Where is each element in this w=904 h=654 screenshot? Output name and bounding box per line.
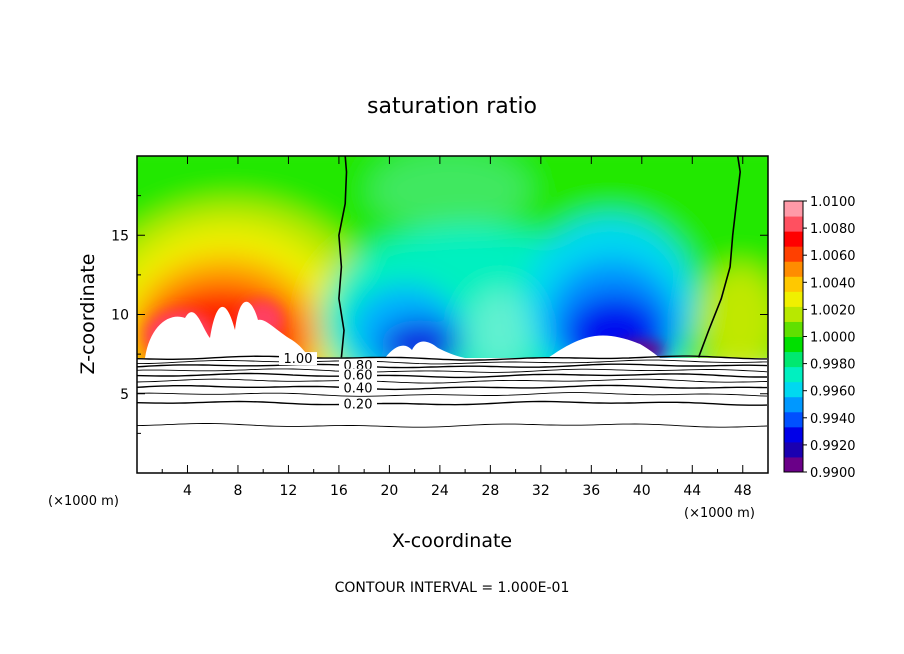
colorbar-label: 1.0100 <box>810 195 856 210</box>
contour-line <box>137 372 767 379</box>
chart-title: saturation ratio <box>367 94 537 119</box>
contour-line <box>137 378 768 384</box>
contour-interval-note: CONTOUR INTERVAL = 1.000E-01 <box>335 580 570 596</box>
contour-line <box>137 368 768 373</box>
x-unit-label-left: (×1000 m) <box>48 494 119 509</box>
saturation-one-contour <box>697 156 742 358</box>
colorbar-swatch <box>784 261 803 277</box>
x-tick-label: 20 <box>380 483 398 499</box>
contour-line <box>137 355 767 361</box>
x-unit-label-right: (×1000 m) <box>684 506 755 521</box>
colorbar-swatch <box>784 291 803 307</box>
colorbar-label: 0.9900 <box>810 466 856 481</box>
contour-line <box>137 423 768 428</box>
saturation-one-contour <box>338 156 348 358</box>
contour-label: 0.20 <box>344 397 373 412</box>
colorbar-label: 0.9940 <box>810 412 856 427</box>
contour-label: 0.40 <box>344 381 373 396</box>
colorbar-label: 1.0000 <box>810 331 856 346</box>
colorbar-label: 1.0020 <box>810 303 856 318</box>
colorbar-swatch <box>784 396 803 413</box>
colorbar-label: 0.9920 <box>810 439 856 454</box>
colorbar-swatch <box>784 216 803 232</box>
colorbar-label: 0.9960 <box>810 385 856 400</box>
x-tick-label: 48 <box>734 483 752 499</box>
x-tick-label: 12 <box>280 483 298 499</box>
contour-line <box>137 392 768 397</box>
y-axis-ticks: 5 10 15 <box>111 195 768 434</box>
colorbar-swatch <box>784 321 803 337</box>
contour-line <box>137 384 768 391</box>
x-tick-label: 8 <box>233 483 242 499</box>
colorbar-swatch <box>784 351 803 368</box>
colorbar: 1.0100 1.0080 1.0060 1.0040 1.0020 1.0000 0.99… <box>783 195 856 481</box>
colorbar-swatch <box>784 411 803 428</box>
contour-label-bg <box>339 368 377 382</box>
contour-label-bg <box>339 397 377 411</box>
saturation-field <box>137 156 768 473</box>
colorbar-swatch <box>784 441 803 458</box>
x-axis-ticks: 4 8 12 16 20 24 28 32 36 40 44 48 <box>161 156 752 499</box>
colorbar-label: 0.9980 <box>810 358 856 373</box>
colorbar-swatch <box>784 306 803 322</box>
x-tick-label: 40 <box>633 483 651 499</box>
colorbar-swatch <box>784 366 803 383</box>
contour-line <box>137 400 768 406</box>
colorbar-swatch <box>784 381 803 398</box>
y-tick-label: 15 <box>111 228 129 244</box>
colorbar-swatch <box>784 336 803 353</box>
x-tick-label: 36 <box>582 483 600 499</box>
x-tick-label: 28 <box>481 483 499 499</box>
x-tick-label: 24 <box>431 483 449 499</box>
y-axis-label: Z-coordinate <box>77 254 99 375</box>
colorbar-label: 1.0060 <box>810 249 856 264</box>
contour-label-bg <box>339 381 377 395</box>
contour-line <box>137 359 768 365</box>
colorbar-label: 1.0040 <box>810 276 856 291</box>
x-tick-label: 32 <box>532 483 550 499</box>
colorbar-swatch <box>784 201 803 217</box>
x-axis-label: X-coordinate <box>392 530 512 552</box>
colorbar-swatch <box>784 426 803 443</box>
colorbar-swatch <box>784 276 803 292</box>
contour-labels: 1.00 0.800.600.400.20 <box>279 352 377 412</box>
colorbar-swatch <box>784 456 803 473</box>
x-tick-label: 44 <box>683 483 701 499</box>
colorbar-swatch <box>784 231 803 247</box>
contour-label: 0.60 <box>344 369 373 384</box>
contour-label-bg <box>279 352 317 366</box>
y-tick-label: 5 <box>120 387 129 403</box>
x-tick-label: 4 <box>183 483 192 499</box>
contour-line <box>137 363 768 369</box>
x-tick-label: 16 <box>330 483 348 499</box>
y-tick-label: 10 <box>111 308 129 324</box>
contour-lines <box>137 156 768 428</box>
contour-label: 1.00 <box>284 352 313 367</box>
colorbar-swatch <box>784 246 803 262</box>
colorbar-label: 1.0080 <box>810 222 856 237</box>
